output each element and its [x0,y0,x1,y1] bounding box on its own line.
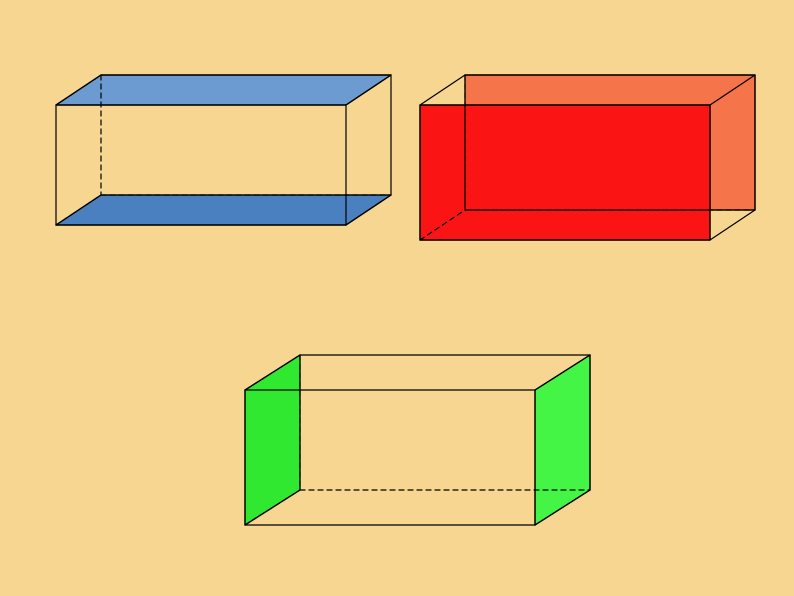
diagram-canvas [0,0,794,596]
prism-red-front-back [420,75,755,240]
prism-blue-top-bottom [56,75,391,225]
prism-green-left-right [245,355,590,525]
